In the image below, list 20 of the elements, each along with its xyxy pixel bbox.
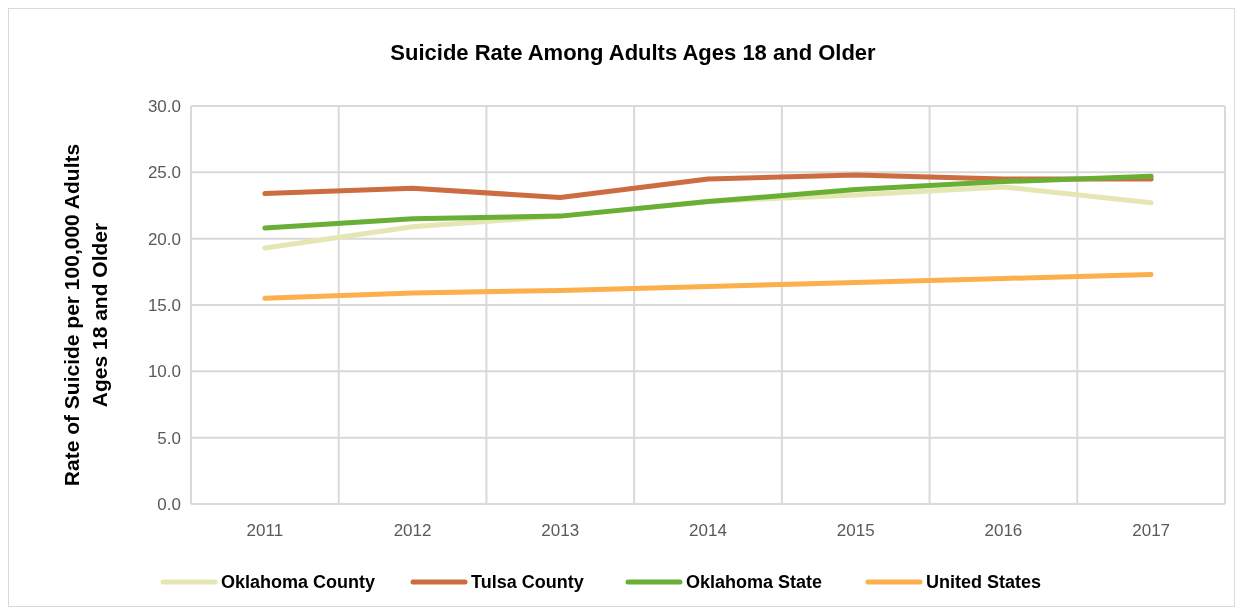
x-tick-label: 2016 <box>984 521 1023 540</box>
y-axis-title: Rate of Suicide per 100,000 Adults Ages 18 and Older <box>60 143 111 487</box>
y-tick-label: 25.0 <box>147 163 181 183</box>
legend-label: Oklahoma State <box>686 572 823 592</box>
x-tick-label: 2015 <box>836 521 875 540</box>
legend-label: Oklahoma County <box>221 572 376 592</box>
legend-label: Tulsa County <box>471 572 584 592</box>
x-tick-label: 2013 <box>541 521 580 540</box>
x-tick-label: 2012 <box>393 521 432 540</box>
chart-title: Suicide Rate Among Adults Ages 18 and Older <box>390 40 877 65</box>
y-tick-label: 10.0 <box>147 362 181 382</box>
y-tick-label: 0.0 <box>157 495 181 514</box>
x-tick-label: 2017 <box>1132 521 1171 540</box>
y-tick-label: 5.0 <box>157 428 181 448</box>
y-tick-label: 30.0 <box>147 97 181 116</box>
x-tick-label: 2011 <box>246 521 284 540</box>
x-tick-label: 2014 <box>689 521 727 540</box>
y-tick-label: 20.0 <box>147 229 181 249</box>
legend-label: United States <box>926 572 1042 592</box>
y-tick-label: 15.0 <box>147 296 181 315</box>
